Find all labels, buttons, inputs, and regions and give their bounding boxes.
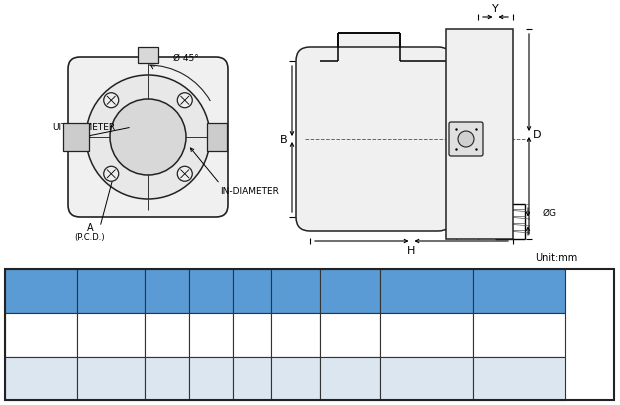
Text: OUT-: OUT- [505,280,533,290]
Text: IN-DIAMETER: IN-DIAMETER [220,187,279,196]
Text: PT 1/2: PT 1/2 [410,373,443,383]
Text: 165: 165 [201,330,221,340]
FancyBboxPatch shape [449,123,483,157]
Text: 65±0.5: 65±0.5 [331,373,370,383]
Bar [77,313,145,357]
Text: B: B [280,135,288,145]
Text: 240: 240 [286,373,306,383]
Text: Ø8: Ø8 [244,330,259,340]
Bar [189,269,232,313]
Text: PT 3/8: PT 3/8 [410,330,443,340]
Bar [232,313,270,357]
Text: Unit:mm: Unit:mm [534,252,577,262]
Text: Y: Y [492,4,499,14]
Circle shape [458,132,474,148]
Bar [189,313,232,357]
Text: H: H [407,245,415,256]
Circle shape [177,167,192,182]
Text: 140±0.2: 140±0.2 [89,330,133,340]
Bar [232,357,270,400]
Bar [472,357,565,400]
Bar [321,313,380,357]
Bar [446,30,513,239]
Circle shape [177,94,192,109]
Text: Ø8: Ø8 [244,373,259,383]
Text: A: A [87,222,94,232]
Bar [472,313,565,357]
Bar [321,269,380,313]
Text: D: D [533,130,541,140]
Bar [77,357,145,400]
Text: PT 1/2: PT 1/2 [503,373,535,383]
Bar [321,357,380,400]
Text: 50±0.5: 50±0.5 [331,330,370,340]
Bar [472,269,565,313]
Text: PT 3/8: PT 3/8 [503,330,535,340]
Text: Y: Y [347,286,354,296]
Bar [5,269,614,400]
Bar [232,269,270,313]
Text: 1/8 HP: 1/8 HP [24,330,58,340]
Bar [145,313,189,357]
Bar [380,269,472,313]
Bar [145,269,189,313]
Bar [207,124,227,151]
Bar [270,357,321,400]
Text: POWER: POWER [19,286,63,296]
Text: B: B [163,286,171,296]
Bar [380,313,472,357]
Circle shape [110,100,186,175]
Bar [5,357,77,400]
Bar [5,313,77,357]
Circle shape [104,94,119,109]
Bar [145,357,189,400]
Bar [63,124,89,151]
Text: 125: 125 [157,373,177,383]
Bar [138,48,158,64]
Text: 1/4 HP: 1/4 HP [24,373,58,383]
Text: 105: 105 [157,330,177,340]
Bar [310,62,458,217]
Text: (P.C.D.): (P.C.D.) [74,233,105,242]
Text: G: G [247,286,256,296]
Text: 195: 195 [286,330,306,340]
Text: ØG: ØG [543,208,557,217]
Circle shape [104,167,119,182]
Bar [270,313,321,357]
Text: IN-: IN- [418,280,435,290]
Text: DIAMETER: DIAMETER [396,293,456,303]
Text: 225: 225 [201,373,221,383]
Text: 185±0.2: 185±0.2 [89,373,133,383]
Bar [338,34,400,62]
Text: UIT-DIAMETER: UIT-DIAMETER [52,123,115,132]
FancyBboxPatch shape [68,58,228,217]
Bar [270,269,321,313]
Text: D: D [206,286,215,296]
Bar [77,269,145,313]
Bar [189,357,232,400]
Text: DIAMETER: DIAMETER [489,293,549,303]
Circle shape [86,76,210,200]
Text: Ø 45°: Ø 45° [173,53,199,62]
Bar [380,357,472,400]
FancyBboxPatch shape [296,48,452,231]
Text: A: A [107,286,115,296]
Bar [5,269,77,313]
Text: H: H [291,286,300,296]
